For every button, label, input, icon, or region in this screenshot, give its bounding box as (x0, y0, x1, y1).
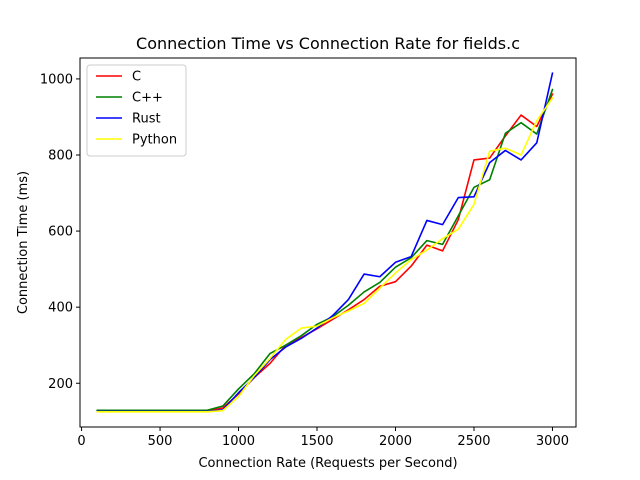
legend-box (86, 64, 187, 157)
y-axis-ticks: 200 400 600 800 1000 (40, 72, 80, 392)
y-tick-label: 600 (48, 225, 73, 240)
plot-area-frame (79, 57, 577, 428)
y-tick-label: 800 (48, 149, 73, 164)
legend: C C++ Rust Python (86, 64, 187, 157)
series-line-cpp (96, 88, 554, 412)
legend-entry-label: Python (132, 133, 177, 148)
series-layer (96, 72, 554, 413)
x-tick-label: 2500 (457, 434, 490, 449)
x-tick-label: 1000 (222, 434, 255, 449)
x-tick-label: 3000 (536, 434, 569, 449)
legend-entry-label: Rust (132, 112, 161, 127)
series-line-python (96, 96, 554, 413)
y-tick-label: 200 (48, 377, 73, 392)
legend-entry-label: C++ (132, 91, 163, 106)
legend-entry-label: C (132, 70, 141, 85)
y-axis-label: Connection Time (ms) (16, 171, 31, 314)
x-tick-label: 0 (77, 434, 85, 449)
x-axis-label: Connection Rate (Requests per Second) (198, 456, 457, 471)
x-tick-label: 2000 (379, 434, 412, 449)
y-tick-label: 1000 (40, 72, 73, 87)
x-tick-label: 1500 (300, 434, 333, 449)
chart-title: Connection Time vs Connection Rate for f… (136, 34, 520, 53)
y-tick-label: 400 (48, 301, 73, 316)
x-tick-label: 500 (148, 434, 173, 449)
x-axis-ticks: 0 500 1000 1500 2000 2500 3000 (77, 427, 569, 449)
